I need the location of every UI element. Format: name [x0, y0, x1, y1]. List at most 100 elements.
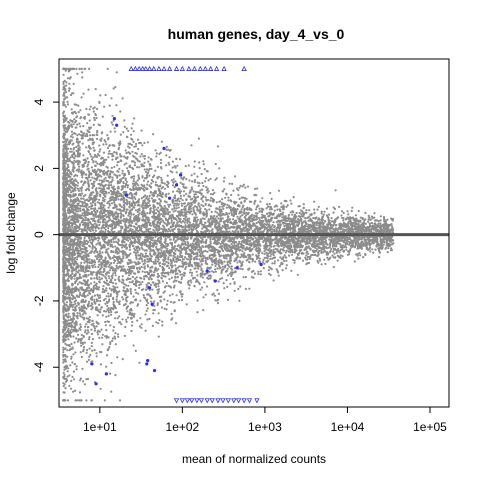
gene-point	[94, 202, 97, 205]
gene-point	[92, 160, 95, 163]
gene-point	[94, 229, 97, 232]
gene-point	[100, 245, 103, 248]
gene-point	[382, 215, 386, 219]
gene-point	[143, 249, 146, 252]
gene-point	[168, 254, 171, 257]
gene-point	[104, 228, 107, 231]
gene-point	[97, 182, 100, 186]
gene-point	[77, 170, 80, 173]
gene-point	[196, 274, 199, 277]
gene-point	[91, 349, 94, 352]
gene-point	[88, 67, 91, 70]
gene-point	[76, 312, 79, 315]
gene-point	[110, 121, 113, 124]
gene-point	[145, 249, 148, 252]
gene-point	[77, 163, 80, 166]
gene-point	[333, 207, 337, 210]
gene-point	[194, 205, 197, 208]
gene-point	[271, 223, 274, 227]
gene-point	[191, 265, 194, 268]
gene-point	[245, 197, 248, 200]
gene-point	[117, 198, 120, 201]
gene-point	[78, 312, 81, 315]
gene-point	[283, 225, 286, 228]
gene-point	[143, 271, 147, 274]
gene-point	[227, 199, 230, 202]
gene-point	[89, 134, 92, 137]
gene-point	[270, 268, 273, 271]
gene-point	[93, 195, 96, 198]
gene-point	[155, 184, 158, 187]
gene-point	[332, 265, 335, 269]
gene-point	[182, 176, 185, 179]
gene-point	[151, 324, 154, 327]
gene-point	[375, 244, 378, 247]
gene-point	[82, 205, 85, 208]
gene-point	[104, 310, 108, 313]
gene-point	[100, 262, 103, 265]
gene-point	[77, 269, 81, 272]
gene-point	[83, 275, 86, 278]
gene-point	[94, 266, 97, 269]
gene-point	[171, 317, 174, 320]
gene-point	[71, 186, 74, 190]
gene-point	[101, 208, 104, 211]
gene-point	[86, 242, 89, 246]
gene-point	[86, 231, 89, 234]
gene-point	[88, 189, 91, 192]
gene-point	[160, 179, 163, 182]
gene-point	[113, 127, 116, 130]
gene-point	[113, 317, 117, 320]
gene-point	[179, 290, 182, 293]
gene-point	[81, 212, 84, 215]
gene-point	[70, 191, 73, 194]
gene-point	[67, 338, 70, 341]
gene-point	[183, 256, 187, 259]
gene-point	[156, 165, 159, 168]
gene-point	[198, 167, 201, 170]
gene-point	[80, 310, 84, 313]
gene-point	[206, 263, 209, 266]
gene-point	[156, 272, 159, 275]
gene-point	[70, 303, 73, 306]
gene-point	[95, 320, 98, 323]
gene-point	[73, 132, 76, 135]
gene-point	[178, 200, 181, 203]
gene-point	[281, 258, 285, 261]
gene-point	[268, 214, 271, 218]
gene-point	[132, 213, 135, 216]
gene-point	[232, 277, 235, 281]
gene-point	[153, 209, 156, 212]
gene-point	[159, 204, 162, 207]
gene-point	[209, 177, 212, 180]
gene-point	[335, 251, 338, 254]
gene-point	[168, 267, 171, 270]
gene-point	[135, 276, 138, 279]
gene-point	[289, 217, 292, 220]
gene-point	[224, 196, 227, 199]
gene-point	[190, 271, 194, 274]
gene-point	[88, 196, 91, 199]
gene-point	[308, 247, 311, 250]
gene-point	[81, 288, 84, 291]
gene-point	[313, 211, 316, 214]
gene-point	[135, 291, 138, 294]
gene-point	[105, 277, 108, 280]
gene-point	[251, 247, 254, 250]
gene-point	[99, 148, 102, 151]
gene-point	[231, 230, 234, 233]
gene-point	[98, 144, 101, 147]
gene-point	[181, 260, 184, 263]
gene-point	[156, 302, 159, 305]
gene-point	[65, 313, 68, 316]
gene-point	[107, 152, 110, 155]
gene-point	[87, 273, 90, 277]
gene-point	[113, 165, 116, 168]
gene-point	[109, 152, 112, 155]
gene-point	[109, 293, 113, 296]
gene-point	[191, 180, 194, 183]
gene-point	[98, 259, 101, 262]
gene-point	[364, 218, 367, 221]
gene-point	[79, 323, 82, 326]
gene-point	[161, 224, 165, 227]
